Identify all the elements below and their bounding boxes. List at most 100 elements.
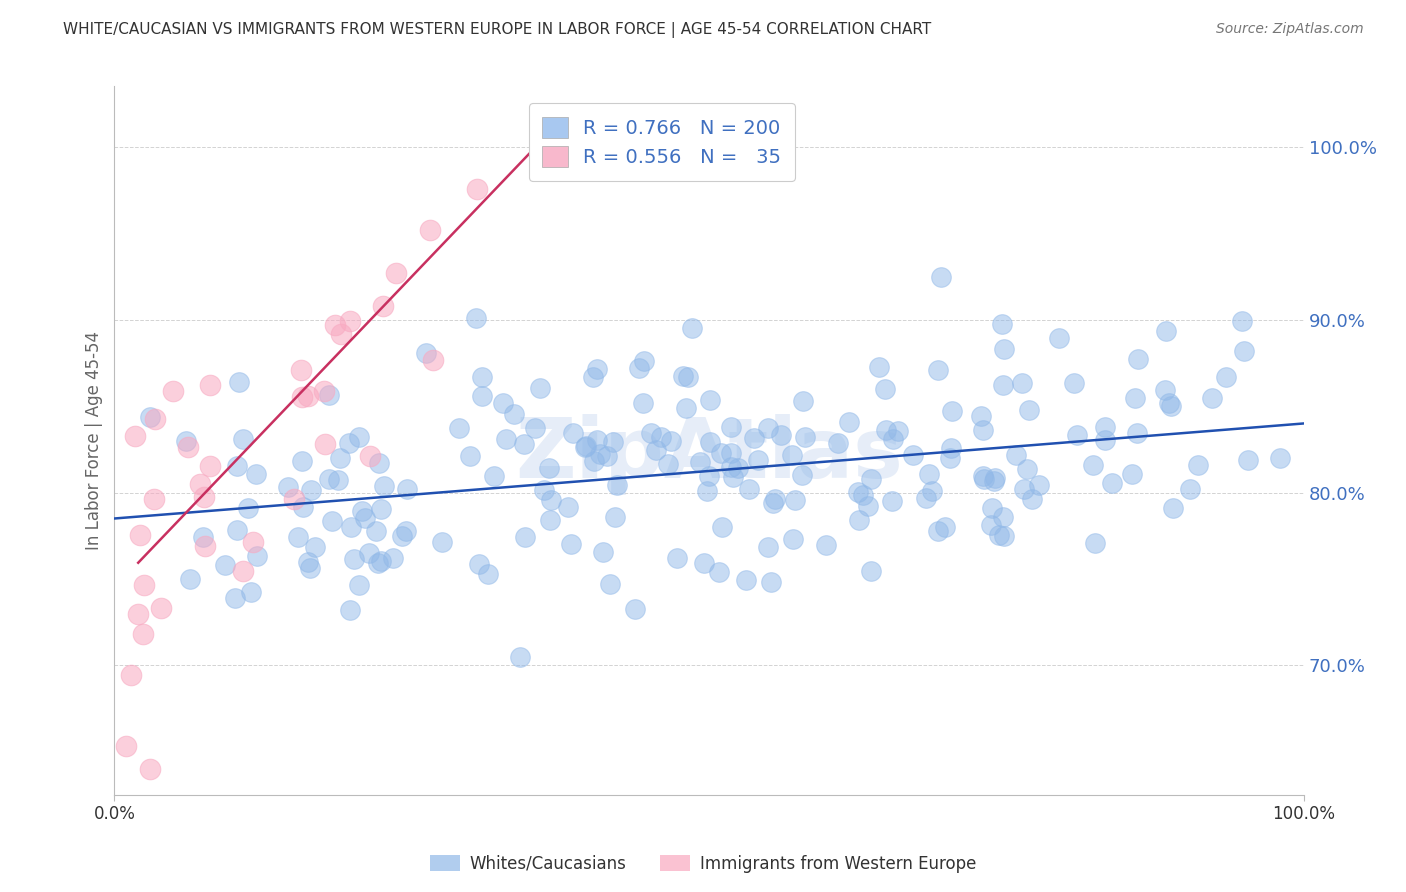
Point xyxy=(1021,491,1043,506)
Point xyxy=(343,552,366,566)
Point xyxy=(177,440,200,454)
Point xyxy=(139,762,162,776)
Point xyxy=(645,442,668,457)
Point xyxy=(592,545,614,559)
Point xyxy=(373,479,395,493)
Point xyxy=(1125,426,1147,441)
Point xyxy=(929,270,952,285)
Point xyxy=(1154,383,1177,397)
Point xyxy=(529,381,551,395)
Point xyxy=(447,421,470,435)
Point xyxy=(1126,352,1149,367)
Point xyxy=(710,519,733,533)
Point xyxy=(523,420,546,434)
Point xyxy=(990,317,1012,331)
Point xyxy=(860,564,883,578)
Point xyxy=(921,483,943,498)
Point xyxy=(681,320,703,334)
Point xyxy=(727,461,749,475)
Point xyxy=(224,591,246,605)
Point xyxy=(477,566,499,581)
Point xyxy=(1081,458,1104,472)
Point xyxy=(846,485,869,500)
Point xyxy=(347,578,370,592)
Point xyxy=(1268,451,1291,466)
Point xyxy=(325,318,347,333)
Point xyxy=(605,509,627,524)
Point xyxy=(793,430,815,444)
Point xyxy=(1101,475,1123,490)
Point xyxy=(198,458,221,473)
Point xyxy=(291,454,314,468)
Point xyxy=(983,475,1005,489)
Point xyxy=(1125,391,1147,405)
Point xyxy=(972,423,994,437)
Point xyxy=(759,575,782,590)
Point xyxy=(373,299,395,313)
Point xyxy=(370,554,392,568)
Point xyxy=(419,223,441,237)
Point xyxy=(693,556,716,570)
Point xyxy=(707,566,730,580)
Point xyxy=(290,390,312,404)
Point xyxy=(1018,402,1040,417)
Point xyxy=(465,181,488,195)
Point xyxy=(422,353,444,368)
Point xyxy=(1017,462,1039,476)
Point xyxy=(471,369,494,384)
Point xyxy=(385,266,408,280)
Point xyxy=(790,467,813,482)
Point xyxy=(858,499,880,513)
Point xyxy=(1066,427,1088,442)
Point xyxy=(354,511,377,525)
Point xyxy=(1028,478,1050,492)
Point xyxy=(838,415,860,429)
Point xyxy=(395,524,418,538)
Point xyxy=(699,393,721,408)
Point xyxy=(915,491,938,505)
Point xyxy=(941,404,963,418)
Point xyxy=(246,549,269,564)
Point xyxy=(132,577,155,591)
Point xyxy=(575,439,598,453)
Point xyxy=(1236,453,1258,467)
Point xyxy=(583,453,606,467)
Point xyxy=(1232,313,1254,327)
Point xyxy=(770,428,793,442)
Point xyxy=(339,603,361,617)
Point xyxy=(232,432,254,446)
Point xyxy=(228,376,250,390)
Point xyxy=(290,363,312,377)
Point xyxy=(650,430,672,444)
Point xyxy=(143,411,166,425)
Point xyxy=(314,436,336,450)
Point xyxy=(540,493,562,508)
Point xyxy=(314,384,336,399)
Point xyxy=(188,476,211,491)
Point xyxy=(465,310,488,325)
Point xyxy=(901,448,924,462)
Point xyxy=(129,527,152,541)
Point xyxy=(1005,448,1028,462)
Point xyxy=(586,361,609,376)
Point xyxy=(860,472,883,486)
Point xyxy=(742,431,765,445)
Point xyxy=(756,540,779,554)
Point xyxy=(875,423,897,437)
Point xyxy=(1178,482,1201,496)
Point xyxy=(970,409,993,423)
Point xyxy=(492,396,515,410)
Point xyxy=(782,532,804,546)
Point xyxy=(292,500,315,515)
Point xyxy=(484,468,506,483)
Point xyxy=(495,433,517,447)
Point xyxy=(988,528,1011,542)
Point xyxy=(720,460,742,475)
Point xyxy=(599,576,621,591)
Point xyxy=(339,314,361,328)
Point xyxy=(538,512,561,526)
Point xyxy=(939,451,962,466)
Point xyxy=(297,389,319,403)
Point xyxy=(657,457,679,471)
Point xyxy=(1011,376,1033,391)
